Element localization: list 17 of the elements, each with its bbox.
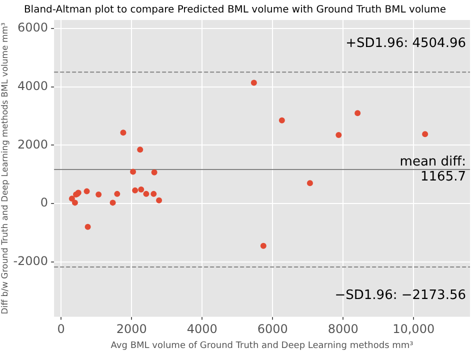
x-tick-label: 2000: [116, 322, 147, 336]
x-tick-label: 10,000: [392, 322, 435, 336]
y-tick-label: 6000: [18, 20, 48, 35]
x-tick-label: 8000: [328, 322, 358, 336]
ref-line-label: −SD1.96: −2173.56: [334, 288, 466, 303]
x-tick-label: 4000: [186, 322, 218, 336]
x-tick-label: 6000: [257, 322, 288, 336]
ref-line-label: +SD1.96: 4504.96: [346, 36, 466, 51]
y-tick-label: 2000: [18, 137, 48, 152]
x-tick-label: 0: [57, 322, 65, 336]
chart-title: Bland-Altman plot to compare Predicted BML volume with Ground Truth BML volume: [24, 4, 446, 16]
y-tick-label: -2000: [13, 254, 48, 268]
y-axis-title: Diff b/w Ground Truth and Deep Learning methods BML volume mm³: [0, 22, 10, 314]
ref-line-label: mean diff: 1165.7: [400, 154, 466, 184]
y-tick-label: 0: [40, 196, 48, 210]
y-tick-label: 4000: [18, 78, 48, 93]
x-axis-title: Avg BML volume of Ground Truth and Deep Learning methods mm³: [110, 340, 414, 351]
